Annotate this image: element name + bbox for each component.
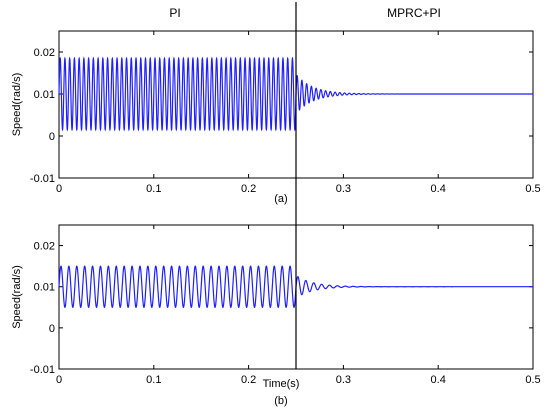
y-tick-label: 0.01 <box>34 282 55 294</box>
x-tick-label: 0.5 <box>525 374 540 386</box>
x-tick-label: 0.2 <box>241 374 256 386</box>
x-tick-label: 0.3 <box>336 183 351 195</box>
panel-label: (b) <box>274 395 287 407</box>
mprc-pi-header-label: MPRC+PI <box>387 6 441 20</box>
y-tick-label: -0.01 <box>30 364 55 376</box>
y-tick-label: 0.01 <box>34 89 55 101</box>
x-tick-label: 0.4 <box>431 183 446 195</box>
x-tick-label: 0.2 <box>241 183 256 195</box>
x-tick-label: 0.4 <box>431 374 446 386</box>
pi-header-label: PI <box>169 6 180 20</box>
x-tick-label: 0.1 <box>146 183 161 195</box>
y-tick-label: 0.02 <box>34 241 55 253</box>
y-axis-label: Speed(rad/s) <box>11 265 23 329</box>
x-axis-label: Time(s) <box>263 378 300 390</box>
x-tick-label: 0.1 <box>146 374 161 386</box>
panel-b: 0 0.1 0.2 0.3 0.4 0.5-0.0100.010.02Speed(rad/… <box>11 224 541 407</box>
y-tick-label: 0 <box>49 323 55 335</box>
y-tick-label: -0.01 <box>30 173 55 185</box>
x-tick-label: 0.5 <box>525 183 540 195</box>
y-axis-label: Speed(rad/s) <box>11 73 23 137</box>
x-tick-label: 0 <box>56 183 62 195</box>
panel-a: 0 0.1 0.2 0.3 0.4 0.5-0.0100.010.02Speed(rad/… <box>11 30 541 205</box>
y-tick-label: 0.02 <box>34 47 55 59</box>
x-tick-label: 0.3 <box>336 374 351 386</box>
y-tick-label: 0 <box>49 131 55 143</box>
panel-label: (a) <box>274 193 287 205</box>
x-tick-label: 0 <box>56 374 62 386</box>
